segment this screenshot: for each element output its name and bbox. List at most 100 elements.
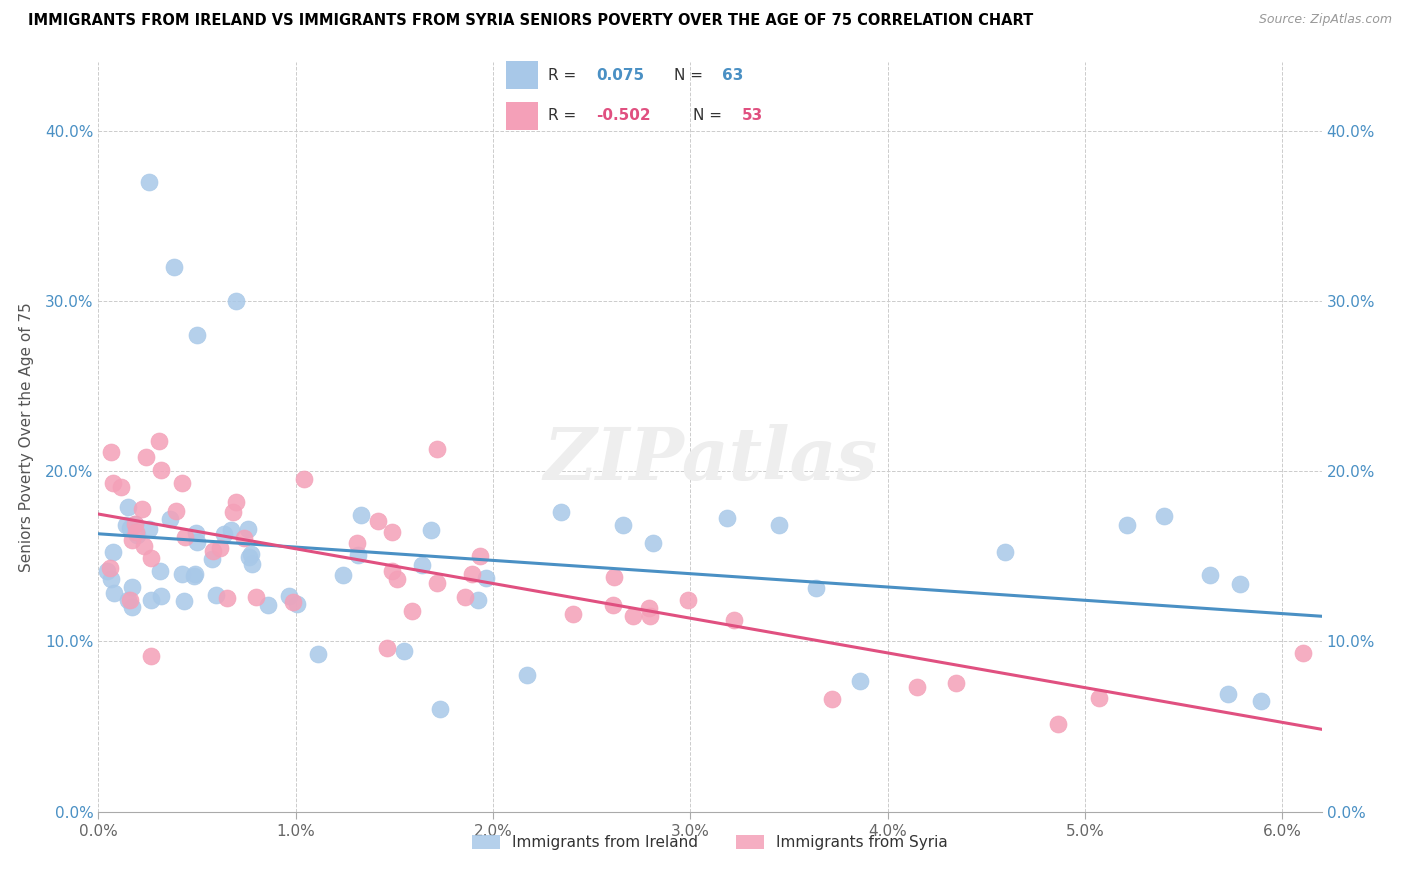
Point [100,572,122,586]
Point [1115,517,1137,532]
Point [429,702,451,716]
Point [332,568,354,582]
Point [256,598,278,612]
Point [1047,717,1070,731]
Point [238,549,260,564]
Point [204,588,226,602]
Point [411,558,433,573]
Point [603,570,626,584]
Point [467,592,489,607]
Point [1153,508,1175,523]
Point [121,533,143,547]
Point [101,545,124,559]
Point [117,592,139,607]
Point [716,511,738,525]
Point [212,527,235,541]
Point [208,541,231,556]
Point [238,522,260,536]
Point [96,564,118,578]
Text: IMMIGRANTS FROM IRELAND VS IMMIGRANTS FROM SYRIA SENIORS POVERTY OVER THE AGE OF: IMMIGRANTS FROM IRELAND VS IMMIGRANTS FR… [28,13,1033,29]
Point [380,525,402,540]
Point [350,508,373,522]
Point [124,517,146,532]
Point [225,293,247,308]
Point [1218,687,1240,701]
Point [638,609,661,624]
Point [121,580,143,594]
Point [159,512,181,526]
Point [768,518,790,533]
Text: N =: N = [673,68,707,83]
Point [222,505,245,519]
Point [278,590,301,604]
Text: 0.075: 0.075 [596,68,644,83]
Point [173,594,195,608]
Point [101,476,124,491]
Point [134,539,156,553]
Point [367,514,389,528]
Point [184,525,207,540]
Point [375,640,398,655]
Point [173,530,195,544]
Point [381,564,404,578]
Text: 53: 53 [742,108,763,123]
Point [170,476,193,491]
Point [165,504,187,518]
Point [131,502,153,516]
Point [139,592,162,607]
Point [245,590,267,604]
Point [993,545,1015,559]
Point [292,472,315,486]
Text: R =: R = [547,68,581,83]
Point [474,571,496,585]
Point [149,463,172,477]
Point [117,500,139,514]
Text: ZIPatlas: ZIPatlas [543,424,877,495]
Point [162,260,184,274]
Point [215,591,238,606]
Point [121,599,143,614]
Point [821,692,844,706]
Point [103,586,125,600]
Point [1292,647,1315,661]
Text: 63: 63 [723,68,744,83]
Point [419,523,441,537]
Point [1250,694,1272,708]
Point [426,575,449,590]
Point [225,495,247,509]
Point [806,582,828,596]
Point [461,567,484,582]
Point [138,522,160,536]
Text: Source: ZipAtlas.com: Source: ZipAtlas.com [1258,13,1392,27]
Point [401,604,423,618]
Point [347,549,370,563]
Point [148,434,170,448]
Point [307,647,329,661]
Point [135,450,157,464]
Point [1229,577,1251,591]
Point [612,517,634,532]
Point [150,589,173,603]
Point [905,681,928,695]
Point [172,566,194,581]
Point [945,676,967,690]
Point [641,535,664,549]
Point [602,598,624,612]
Point [240,547,263,561]
Point [219,523,242,537]
Point [201,552,224,566]
Point [723,613,745,627]
Point [202,544,225,558]
Point [516,667,538,681]
Point [118,592,141,607]
Point [392,644,415,658]
Point [124,516,146,531]
Point [114,518,136,533]
Y-axis label: Seniors Poverty Over the Age of 75: Seniors Poverty Over the Age of 75 [18,302,34,572]
Point [184,567,207,582]
Point [1198,567,1220,582]
Point [346,536,368,550]
Point [1088,690,1111,705]
Point [849,674,872,689]
Text: -0.502: -0.502 [596,108,651,123]
